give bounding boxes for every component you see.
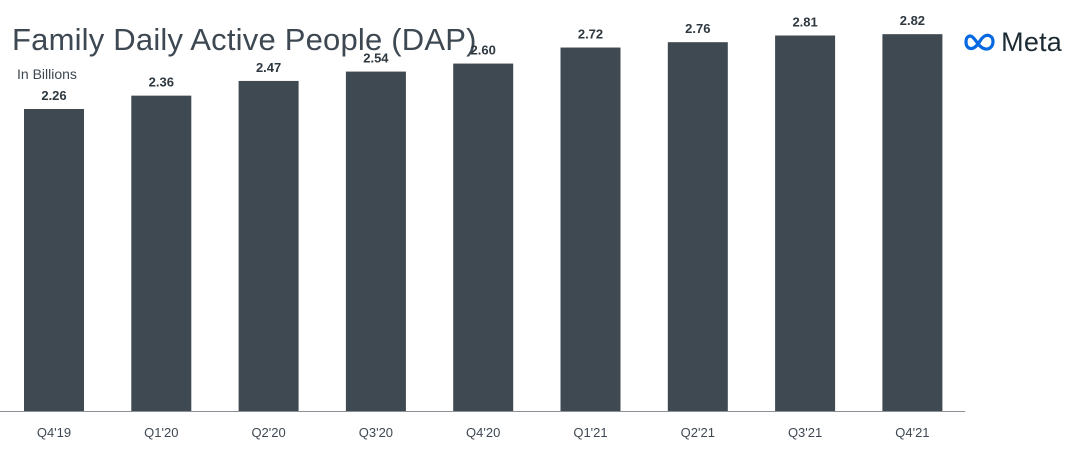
bar-Q3'21 (775, 35, 836, 411)
bar-Q1'20 (131, 95, 192, 411)
bar-Q4'21 (882, 34, 943, 411)
x-tick-label-Q3'21: Q3'21 (788, 425, 822, 440)
brand-logo: Meta (963, 26, 1062, 58)
bar-Q4'19 (24, 109, 84, 411)
bar-Q2'21 (667, 42, 728, 411)
data-label-Q4'19: 2.26 (41, 88, 66, 103)
chart-subtitle: In Billions (17, 66, 77, 82)
data-label-Q4'21: 2.82 (900, 13, 925, 28)
brand-name: Meta (1001, 26, 1062, 57)
data-label-Q3'20: 2.54 (363, 51, 389, 66)
x-tick-label-Q2'21: Q2'21 (681, 425, 715, 440)
chart-title: Family Daily Active People (DAP) (12, 22, 477, 57)
data-label-Q1'21: 2.72 (578, 27, 603, 42)
bar-Q3'20 (345, 71, 406, 411)
x-tick-label-Q4'20: Q4'20 (466, 425, 500, 440)
x-tick-label-Q3'20: Q3'20 (359, 425, 393, 440)
x-tick-label-Q4'21: Q4'21 (895, 425, 929, 440)
bar-Q1'21 (560, 47, 621, 411)
bar-Q2'20 (238, 80, 299, 411)
data-label-Q4'20: 2.60 (471, 43, 496, 58)
data-label-Q2'20: 2.47 (256, 60, 281, 75)
data-label-Q2'21: 2.76 (685, 21, 710, 36)
data-label-Q1'20: 2.36 (149, 75, 174, 90)
x-tick-label-Q1'21: Q1'21 (573, 425, 607, 440)
x-tick-label-Q1'20: Q1'20 (144, 425, 178, 440)
data-label-Q3'21: 2.81 (792, 15, 817, 30)
bar-Q4'20 (453, 63, 514, 411)
meta-infinity-logo-icon (964, 33, 995, 51)
x-tick-label-Q4'19: Q4'19 (37, 425, 71, 440)
x-tick-label-Q2'20: Q2'20 (251, 425, 285, 440)
